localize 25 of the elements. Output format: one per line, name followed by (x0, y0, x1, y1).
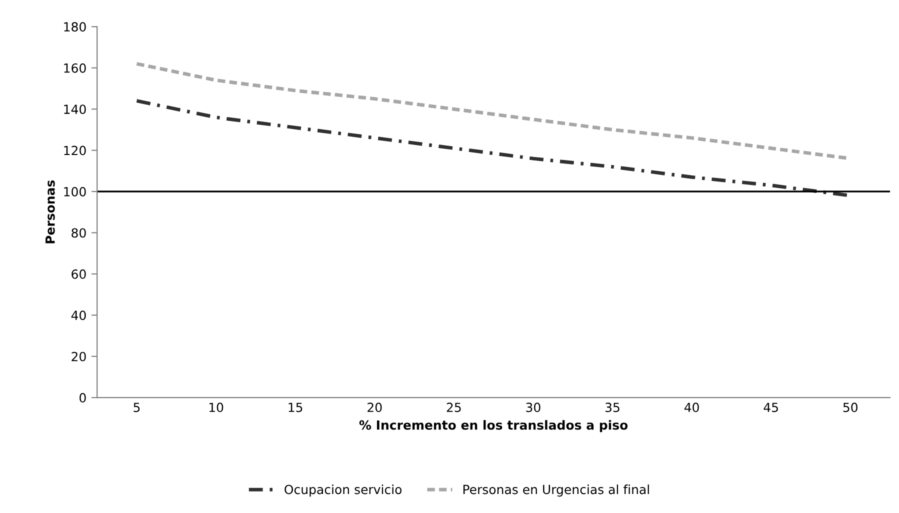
y-tick-label: 20 (72, 352, 86, 362)
y-axis-title: Personas (46, 180, 55, 244)
legend-label: Ocupacion servicio (284, 484, 402, 497)
x-tick-label: 20 (368, 402, 382, 412)
x-axis-title: % Incremento en los translados a piso (359, 420, 628, 432)
x-tick-label: 35 (605, 402, 620, 412)
x-tick-label: 30 (526, 402, 540, 412)
legend-label: Personas en Urgencias al final (463, 484, 649, 497)
y-tick-label: 60 (72, 269, 86, 279)
y-tick-label: 0 (80, 393, 86, 402)
x-tick-label: 15 (288, 402, 302, 412)
y-tick-label: 100 (64, 186, 86, 196)
line-series (135, 62, 852, 160)
y-tick-label: 40 (71, 310, 86, 320)
x-tick-label: 50 (843, 402, 858, 412)
x-tick-label: 10 (209, 402, 224, 412)
y-tick-label: 80 (72, 228, 86, 238)
x-tick-label: 25 (446, 402, 461, 412)
y-tick-label: 120 (64, 146, 86, 156)
x-tick-label: 5 (134, 402, 140, 412)
y-tick-label: 140 (64, 104, 86, 114)
x-tick-label: 45 (764, 402, 778, 412)
x-tick-label: 40 (684, 402, 699, 412)
y-tick-label: 180 (64, 22, 86, 32)
y-tick-label: 160 (64, 63, 86, 73)
